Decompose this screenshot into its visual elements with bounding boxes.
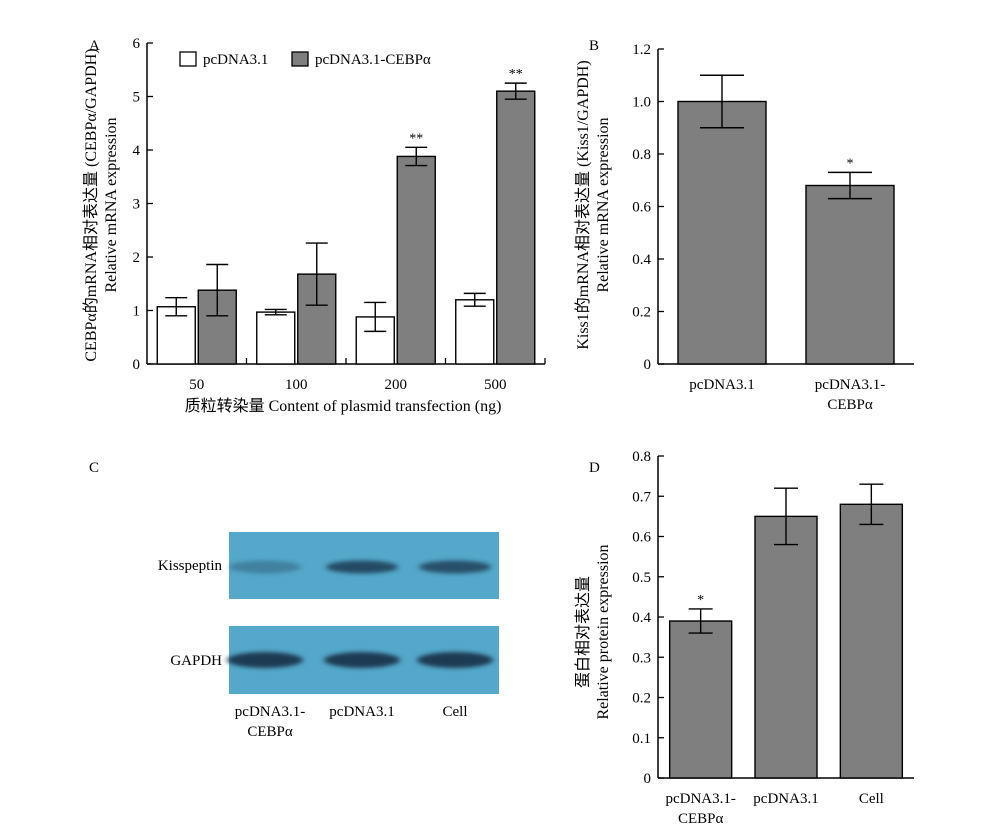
chart-b-y-tick-label: 0.8: [632, 147, 651, 163]
blot-band-kisspeptin: [419, 561, 491, 574]
chart-a-y-tick-label: 6: [133, 36, 141, 52]
chart-a-x-tick-label: 500: [484, 377, 507, 393]
chart-b-x-tick-label: pcDNA3.1: [689, 377, 754, 393]
chart-a-bar-cebpa: [397, 156, 435, 364]
chart-a-x-tick-label: 100: [285, 377, 308, 393]
legend-swatch-cebpa: [292, 52, 308, 66]
chart-d-x-tick-label: Cell: [859, 791, 884, 807]
chart-a-bar-pcdna: [456, 300, 494, 364]
blot-lane-label-1-line2: CEBPα: [247, 724, 293, 740]
chart-d-y-tick-label: 0.7: [632, 489, 651, 505]
chart-a-ylabel-1: CEBPα的mRNA相对表达量 (CEBPα/GAPDH): [82, 48, 100, 361]
chart-b-ylabel-1: Kiss1的mRNA相对表达量 (Kiss1/GAPDH): [574, 60, 592, 349]
legend-label-pcdna: pcDNA3.1: [203, 52, 268, 68]
chart-d-x-tick-label: pcDNA3.1-: [665, 791, 735, 807]
chart-b-bar: [806, 186, 894, 365]
chart-a-y-tick-label: 2: [133, 250, 141, 266]
chart-b-y-tick-label: 0.4: [632, 252, 651, 268]
chart-a-x-tick-label: 200: [385, 377, 408, 393]
chart-a: 0 1 2 3 4 5 6 50 100 200 ** 500 **: [133, 36, 546, 393]
chart-d-x-tick-label: pcDNA3.1: [753, 791, 818, 807]
chart-d-y-tick-label: 0: [644, 771, 652, 787]
chart-d-ylabel-2: Relative protein expression: [595, 544, 612, 719]
blot-lane-label-1-line1: pcDNA3.1-: [235, 704, 305, 720]
blot-band-gapdh: [227, 652, 303, 668]
blot-band-kisspeptin: [326, 561, 398, 574]
chart-b-y-tick-label: 1.0: [632, 95, 651, 111]
chart-a-y-tick-label: 0: [133, 357, 141, 373]
chart-d-y-tick-label: 0.1: [632, 731, 651, 747]
chart-b: 0 0.2 0.4 0.6 0.8 1.0 1.2 pcDNA3.1 * pcDNA3.1- CEB…: [632, 42, 914, 413]
chart-b-x-tick-label: CEBPα: [827, 397, 873, 413]
chart-a-y-tick-label: 4: [133, 143, 141, 159]
chart-b-ylabel-2: Relative mRNA expression: [595, 117, 612, 292]
chart-a-significance-mark: **: [509, 67, 523, 82]
blot-row-label-gapdh: GAPDH: [170, 653, 222, 669]
figure: A B C D CEBPα的mRNA相对表达量 (CEBPα/GAPDH) Re…: [0, 0, 1000, 837]
blot-band-gapdh: [324, 652, 400, 668]
blot-lane-label-2: pcDNA3.1: [329, 704, 394, 720]
western-blot: Kisspeptin GAPDH pcDNA3.1- CEBPα pcDNA3.…: [158, 532, 499, 740]
chart-d-y-tick-label: 0.8: [632, 449, 651, 465]
blot-band-kisspeptin: [229, 561, 301, 574]
chart-b-y-tick-label: 0: [644, 357, 652, 373]
chart-d-x-tick-label: CEBPα: [678, 811, 724, 827]
chart-a-ylabel-2: Relative mRNA expression: [103, 117, 120, 292]
legend-label-cebpa: pcDNA3.1-CEBPα: [315, 52, 431, 68]
chart-a-bar-pcdna: [257, 312, 295, 364]
chart-d-y-tick-label: 0.2: [632, 691, 651, 707]
chart-d-y-tick-label: 0.5: [632, 570, 651, 586]
chart-b-bar: [678, 102, 766, 365]
chart-a-legend: pcDNA3.1 pcDNA3.1-CEBPα: [180, 52, 431, 68]
chart-b-significance-mark: *: [847, 156, 854, 171]
chart-d-significance-mark: *: [697, 593, 704, 608]
chart-a-y-tick-label: 1: [133, 304, 141, 320]
panel-label-b: B: [589, 38, 599, 54]
chart-a-x-tick-label: 50: [189, 377, 204, 393]
chart-d-bar: [670, 621, 732, 778]
chart-b-y-tick-label: 0.6: [632, 200, 651, 216]
chart-a-xlabel: 质粒转染量 Content of plasmid transfection (n…: [185, 397, 502, 415]
chart-d: 0 0.1 0.2 0.3 0.4 0.5 0.6 0.7 0.8 * pcDNA3.1- CEBPα…: [632, 449, 914, 827]
chart-a-y-tick-label: 5: [133, 90, 141, 106]
chart-b-y-tick-label: 1.2: [632, 42, 651, 58]
chart-a-bar-cebpa: [497, 91, 535, 364]
chart-b-x-tick-label: pcDNA3.1-: [815, 377, 885, 393]
chart-b-y-tick-label: 0.2: [632, 305, 651, 321]
blot-row-label-kisspeptin: Kisspeptin: [158, 558, 223, 574]
chart-d-y-tick-label: 0.3: [632, 650, 651, 666]
blot-band-gapdh: [417, 652, 493, 668]
blot-lane-label-3: Cell: [443, 704, 468, 720]
chart-a-significance-mark: **: [409, 131, 423, 146]
chart-d-ylabel-1: 蛋白相对表达量: [574, 576, 592, 688]
chart-d-bar: [840, 504, 902, 778]
chart-d-y-tick-label: 0.4: [632, 610, 651, 626]
chart-d-y-tick-label: 0.6: [632, 530, 651, 546]
legend-swatch-pcdna: [180, 52, 196, 66]
panel-label-c: C: [89, 460, 99, 476]
chart-d-bar: [755, 516, 817, 778]
panel-label-d: D: [589, 460, 600, 476]
chart-a-y-tick-label: 3: [133, 197, 141, 213]
